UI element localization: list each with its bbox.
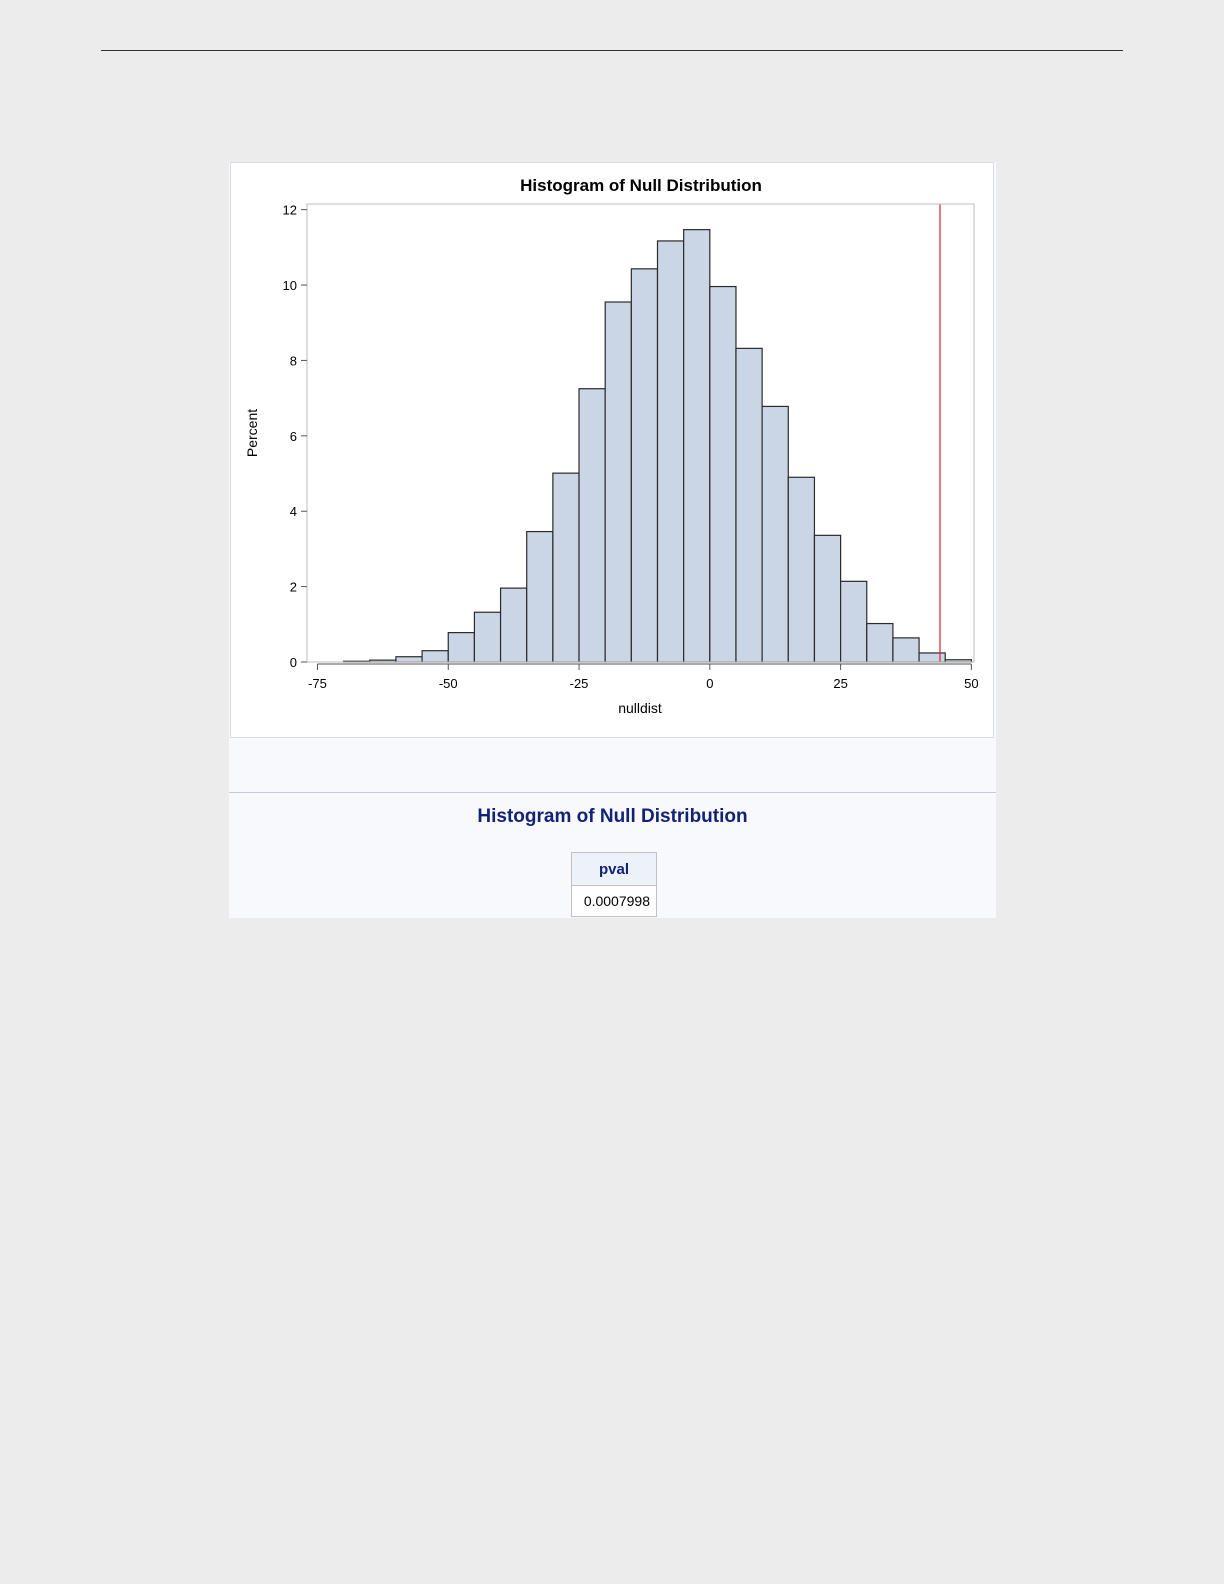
histogram-bar (526, 530, 554, 663)
y-axis: 0 2 4 6 8 10 12 (283, 203, 307, 670)
histogram-bar (656, 240, 685, 663)
histogram-bar (813, 534, 842, 663)
x-tick-label: 25 (833, 676, 847, 691)
y-tick-label: 8 (290, 353, 297, 368)
pval-table: pval 0.0007998 (571, 852, 657, 917)
histogram-chart: Histogram of Null Distribution 0 2 4 6 8 10 12… (244, 176, 979, 716)
section-divider (229, 792, 996, 793)
table-row: 0.0007998 (571, 885, 657, 917)
y-axis-label: Percent (244, 409, 260, 457)
x-tick-label: -75 (308, 676, 327, 691)
histogram-bar (892, 637, 920, 663)
histogram-graph: Histogram of Null Distribution 0 2 4 6 8 10 12… (230, 162, 994, 738)
x-axis: -75 -50 -25 0 25 50 (308, 663, 979, 691)
histogram-bars (343, 229, 972, 663)
pval-header: pval (571, 852, 657, 886)
histogram-bar (918, 652, 946, 663)
histogram-bar (683, 229, 711, 663)
histogram-bar (761, 405, 789, 663)
histogram-bar (630, 268, 659, 663)
histogram-bar (709, 285, 737, 663)
x-tick-label: 0 (706, 676, 713, 691)
output-panel: Histogram of Null Distribution 0 2 4 6 8 10 12… (229, 162, 996, 918)
histogram-bar (735, 347, 763, 663)
histogram-bar (499, 587, 528, 663)
y-tick-label: 6 (290, 429, 297, 444)
x-tick-label: 50 (964, 676, 978, 691)
table-header-row: pval (571, 852, 657, 886)
histogram-bar (552, 472, 580, 663)
x-tick-label: -25 (570, 676, 589, 691)
page-top-rule (101, 50, 1123, 51)
x-tick-label: -50 (439, 676, 458, 691)
y-tick-label: 10 (283, 278, 297, 293)
histogram-bar (447, 631, 476, 663)
x-axis-label: nulldist (618, 700, 662, 716)
pval-value: 0.0007998 (571, 885, 657, 917)
table-title: Histogram of Null Distribution (477, 806, 748, 827)
y-tick-label: 0 (290, 655, 297, 670)
y-tick-label: 12 (283, 203, 297, 218)
y-tick-label: 4 (290, 504, 297, 519)
histogram-bar (473, 611, 502, 663)
histogram-bar (395, 656, 423, 663)
y-tick-label: 2 (290, 580, 297, 595)
histogram-bar (866, 622, 894, 663)
chart-title: Histogram of Null Distribution (520, 176, 762, 195)
histogram-bar (839, 580, 868, 663)
histogram-bar (604, 301, 632, 663)
plot-area-frame (306, 203, 975, 663)
histogram-bar (578, 388, 606, 663)
histogram-bar (421, 650, 449, 663)
histogram-bar (787, 476, 816, 663)
